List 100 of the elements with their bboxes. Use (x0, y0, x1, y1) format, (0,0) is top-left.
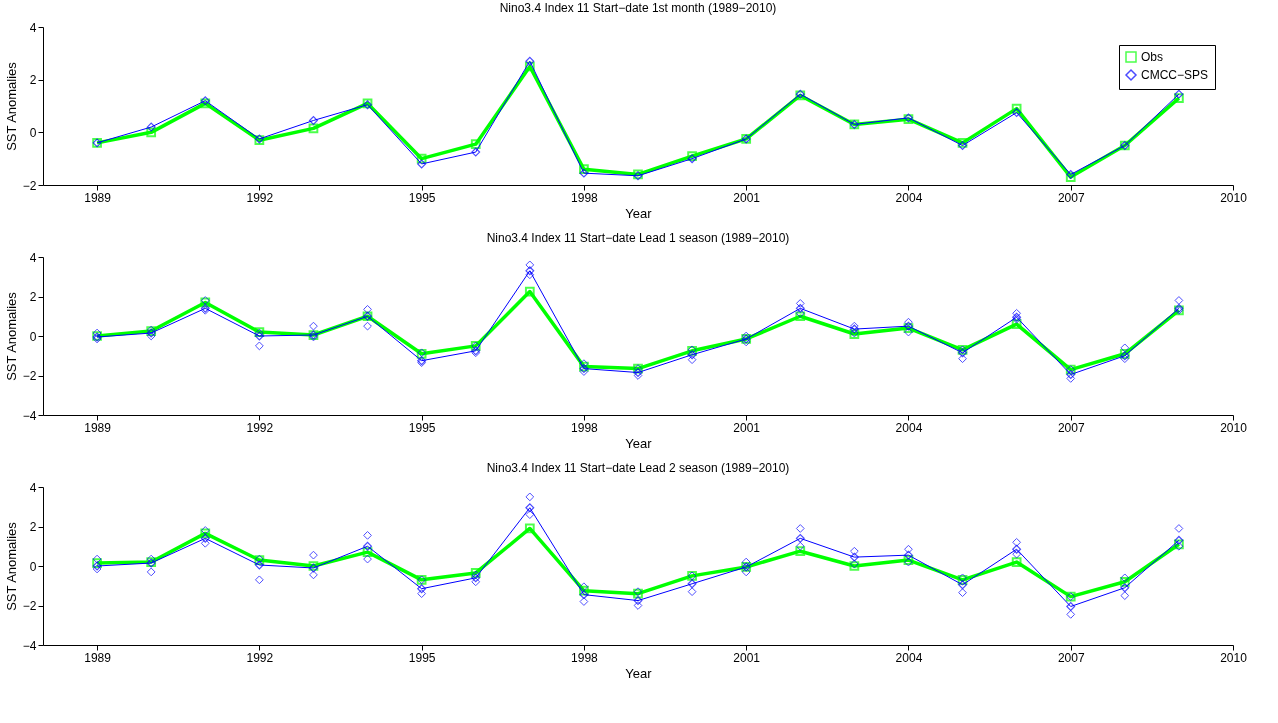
x-tick-label: 1989 (84, 420, 112, 435)
x-tick-label: 1998 (571, 190, 599, 205)
point (1012, 108, 1022, 118)
x-tick-label: 2001 (733, 650, 761, 665)
point (687, 350, 697, 360)
y-axis-title: SST Anomalies (3, 61, 19, 151)
point (200, 528, 211, 539)
point (525, 266, 535, 276)
point (524, 523, 535, 534)
point (471, 577, 481, 587)
point (903, 550, 913, 560)
point (254, 560, 264, 570)
point (525, 510, 535, 520)
point (795, 541, 805, 551)
point (309, 570, 318, 580)
point (1120, 343, 1130, 353)
point (1012, 549, 1022, 559)
x-axis-title: Year (625, 435, 653, 451)
x-tick-label: 2007 (1057, 650, 1085, 665)
point (795, 311, 806, 322)
point (146, 122, 156, 132)
y-axis-title: SST Anomalies (3, 291, 19, 381)
x-tick-label: 2001 (733, 420, 761, 435)
point (200, 526, 210, 535)
point (687, 587, 697, 597)
x-tick-label: 1992 (246, 650, 274, 665)
x-tick-label: 2010 (1220, 190, 1248, 205)
point (904, 317, 913, 327)
x-tick-label: 2010 (1220, 420, 1248, 435)
chart-title: Nino3.4 Index 11 Start−date 1st month (1989−2010) (499, 1, 777, 15)
y-tick-label: 2 (29, 520, 37, 534)
point (417, 584, 427, 594)
x-tick-label: 2001 (733, 190, 761, 205)
point (362, 547, 373, 558)
point (795, 303, 805, 313)
point (633, 596, 643, 606)
point (1066, 374, 1076, 383)
point (525, 492, 535, 502)
point (254, 341, 264, 351)
point (524, 286, 535, 297)
point (849, 552, 859, 562)
x-tick-label: 2004 (895, 190, 923, 205)
x-axis-title: Year (625, 665, 653, 681)
legend-label: Obs (1141, 50, 1164, 64)
chart-title: Nino3.4 Index 11 Start−date Lead 1 season (1989−2010) (486, 231, 790, 245)
x-tick-label: 1995 (408, 190, 436, 205)
x-tick-label: 1998 (571, 650, 599, 665)
point (795, 308, 805, 318)
point (525, 260, 535, 270)
y-tick-label: −2 (22, 369, 37, 383)
point (579, 582, 589, 592)
point (1174, 93, 1184, 103)
point (363, 554, 372, 564)
point (958, 354, 967, 364)
x-tick-label: 1989 (84, 650, 112, 665)
point (1011, 557, 1022, 567)
x-tick-label: 1992 (246, 190, 274, 205)
point (525, 56, 535, 66)
y-tick-label: −4 (22, 638, 37, 653)
legend-label: CMCC−SPS (1141, 68, 1209, 82)
point (1011, 319, 1022, 330)
x-tick-label: 2004 (895, 650, 923, 665)
y-tick-label: 4 (29, 250, 37, 265)
point (1174, 89, 1184, 99)
x-axis-title: Year (625, 205, 653, 221)
x-tick-label: 1995 (408, 650, 436, 665)
point (579, 585, 589, 596)
x-tick-label: 1989 (84, 190, 112, 205)
point (363, 541, 373, 551)
point (146, 127, 157, 138)
point (579, 164, 589, 175)
point (687, 355, 697, 365)
point (1174, 296, 1184, 305)
x-tick-label: 2010 (1220, 650, 1248, 665)
point (254, 575, 264, 585)
point (416, 153, 427, 164)
point (1120, 573, 1130, 583)
point (417, 589, 427, 599)
point (795, 299, 805, 308)
point (1012, 537, 1022, 547)
y-tick-label: 0 (29, 329, 37, 344)
point (525, 503, 535, 513)
point (1174, 524, 1184, 533)
point (200, 533, 210, 543)
point (308, 116, 318, 125)
y-axis-title: SST Anomalies (3, 521, 19, 611)
point (363, 321, 372, 331)
chart-title: Nino3.4 Index 11 Start−date Lead 2 season (1989−2010) (486, 461, 790, 475)
y-tick-label: −2 (22, 178, 37, 193)
y-tick-label: 0 (29, 559, 37, 574)
point (904, 327, 913, 337)
x-tick-label: 2007 (1057, 190, 1085, 205)
point (1066, 602, 1076, 611)
x-tick-label: 2007 (1057, 420, 1085, 435)
x-tick-label: 1992 (246, 420, 274, 435)
y-tick-label: −4 (22, 408, 37, 423)
point (1120, 583, 1130, 593)
point (795, 546, 806, 557)
y-tick-label: 4 (29, 480, 37, 495)
point (958, 580, 968, 590)
